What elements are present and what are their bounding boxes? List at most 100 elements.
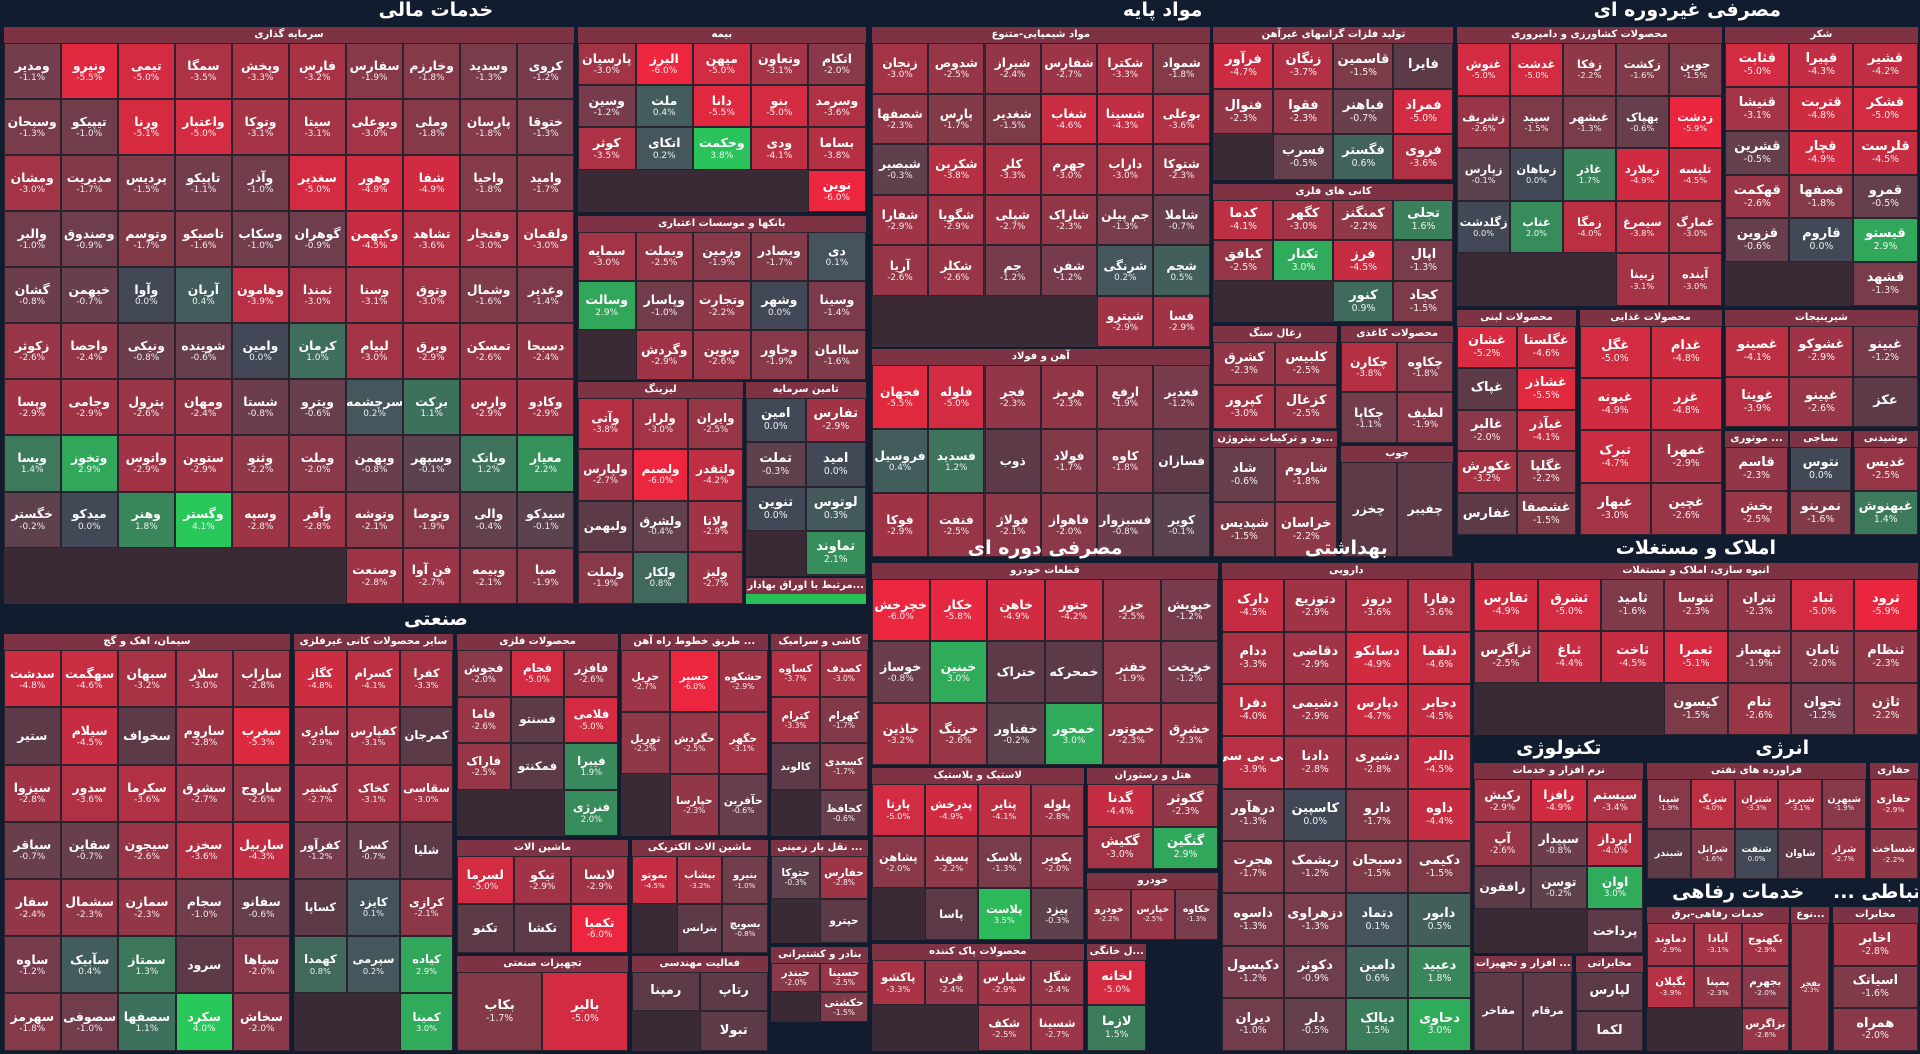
stock-name: وهنر	[131, 506, 161, 522]
stock-name: دزهراوی	[1287, 905, 1344, 921]
stock-change: -3.1%	[1743, 109, 1771, 121]
stock-change: 2.1%	[823, 554, 848, 566]
stock-tile: قهکمت -2.6%	[1725, 174, 1790, 219]
stock-tile: ثزاگرس -2.5%	[1474, 631, 1538, 683]
stock-tile: شاوان	[1778, 829, 1823, 880]
stock-tile: شکترا -3.3%	[1097, 42, 1154, 94]
stock-tile: قرن -2.4%	[924, 960, 978, 1006]
stock-change: -2.0%	[304, 465, 331, 476]
stock-tile: وسدید -1.3%	[460, 42, 518, 99]
stock-change: -1.5%	[1425, 868, 1454, 880]
stock-tile: دکپسول -1.2%	[1222, 945, 1285, 999]
stock-change: -4.3%	[248, 852, 275, 863]
stock-change: -0.6%	[248, 909, 275, 920]
stock-name: خاذین	[882, 720, 919, 736]
stock-tile: ساربیل -4.3%	[232, 821, 291, 880]
stock-change: -0.6%	[1743, 241, 1771, 253]
stock-name: شرنگی	[1103, 258, 1148, 273]
stock-change: 3.0%	[1427, 1025, 1452, 1037]
stock-tile: غشان -5.2%	[1457, 325, 1517, 368]
stock-tile: ختراک	[987, 641, 1046, 704]
stock-name: ونیکی	[127, 338, 165, 354]
stock-name: مفاخر	[1482, 1004, 1516, 1018]
stock-name: امید	[823, 450, 849, 466]
stock-name: گشان	[14, 281, 50, 297]
stock-tile: بجهرم -2.0%	[1741, 965, 1789, 1009]
stock-change: -1.5%	[1524, 122, 1549, 133]
stock-change: -0.3%	[887, 171, 913, 182]
sector-group: انبوه سازی، املاک و مستغلات ثرود -5.9% ثباد…	[1474, 563, 1918, 735]
stock-name: سیتا	[304, 113, 331, 129]
stock-change: -1.8%	[418, 129, 445, 140]
stock-tile: قشهد -1.3%	[1853, 262, 1918, 307]
stock-change: -2.3%	[133, 909, 160, 920]
stock-name: فسنتو	[519, 712, 556, 727]
stock-tile: رتاپ	[699, 972, 768, 1012]
stock-change: -5.0%	[1471, 70, 1496, 81]
stock-change: -2.0%	[471, 674, 496, 685]
stock-name: دسانکو	[1354, 643, 1400, 659]
stock-change: -2.2%	[939, 862, 964, 873]
stock-tile: خفناور -0.2%	[987, 703, 1046, 766]
stock-name: دعبید	[1422, 958, 1457, 974]
stock-tile: دابور 0.5%	[1408, 893, 1471, 946]
stock-tile: ساروم -2.8%	[175, 707, 233, 765]
stock-change: -2.5%	[1492, 658, 1520, 670]
stock-tile: کیاده 2.9%	[400, 936, 454, 994]
stock-name: هرمز	[1053, 384, 1085, 399]
stock-tile: خکار -5.8%	[929, 579, 988, 642]
stock-change: 1.5%	[1105, 1029, 1129, 1040]
stock-name: کی بی سی	[1223, 748, 1283, 764]
stock-change: -2.9%	[19, 409, 46, 420]
stock-change: -3.0%	[418, 297, 445, 308]
stock-name: خبنین	[940, 658, 977, 674]
stock-tile: قچار -4.9%	[1789, 130, 1854, 175]
stock-tile: غکورش -3.2%	[1457, 451, 1517, 494]
stock-change: -0.7%	[76, 852, 103, 863]
stock-name: خچرخش	[874, 596, 928, 612]
stock-name: رتاپ	[718, 983, 749, 999]
stock-change: -2.8%	[1301, 763, 1329, 775]
stock-change: -4.8%	[308, 679, 333, 690]
stock-change: -2.8%	[191, 738, 218, 749]
stock-name: قشکر	[1866, 94, 1905, 110]
stock-tile: تمسکن -2.6%	[460, 323, 518, 380]
stock-tile: فسنتو	[510, 696, 565, 744]
stock-name: گوهران	[294, 225, 341, 241]
stock-change: -2.1%	[999, 527, 1026, 538]
stock-tile: فجوش -2.0%	[456, 650, 511, 697]
stock-tile: ولیز -2.7%	[688, 552, 744, 604]
stock-name: ارفع	[1111, 384, 1140, 399]
sector-title: مصرفی غیردوره ای	[1593, 0, 1782, 21]
stock-change: -3.2%	[133, 680, 160, 691]
stock-name: وسپه	[244, 506, 277, 522]
stock-name: فجهان	[880, 384, 920, 399]
stock-tile: دحاوی 3.0%	[1408, 998, 1471, 1051]
stock-tile: حشکوه -2.9%	[718, 650, 768, 713]
stock-tile: کایزد 0.1%	[346, 879, 400, 937]
stock-name: بهپاک	[1625, 109, 1659, 124]
stock-name: وملی	[415, 113, 449, 129]
stock-change: -2.2%	[247, 465, 274, 476]
stock-tile: زملارد -4.9%	[1615, 148, 1669, 201]
stock-change: -0.7%	[361, 851, 386, 862]
stock-tile: ولکار 0.8%	[633, 552, 689, 604]
stock-name: شبندر	[1654, 847, 1683, 859]
stock-name: سیاها	[243, 951, 280, 967]
sector-group: ...نوع بفجر -2.3%	[1791, 907, 1830, 1051]
stock-tile: تبرک -4.7%	[1579, 430, 1651, 483]
stock-change: -1.3%	[1239, 816, 1267, 827]
stock-name: دامین	[1359, 958, 1396, 974]
stock-tile: والی -0.4%	[460, 491, 518, 548]
stock-tile: غبینو -1.2%	[1853, 325, 1918, 377]
stock-change: -2.0%	[784, 978, 807, 988]
stock-name: لسرما	[466, 866, 504, 882]
stock-tile: ختور -4.2%	[1045, 579, 1103, 642]
stock-name: شفارس	[1044, 56, 1094, 71]
stock-name: فولاد	[1053, 448, 1085, 463]
stock-name: درهآور	[1231, 801, 1275, 817]
stock-change: -0.8%	[19, 297, 46, 308]
stock-change: -1.6%	[1619, 606, 1647, 618]
stock-name: دابور	[1423, 905, 1456, 921]
stock-tile: سمگا -3.5%	[174, 42, 232, 99]
